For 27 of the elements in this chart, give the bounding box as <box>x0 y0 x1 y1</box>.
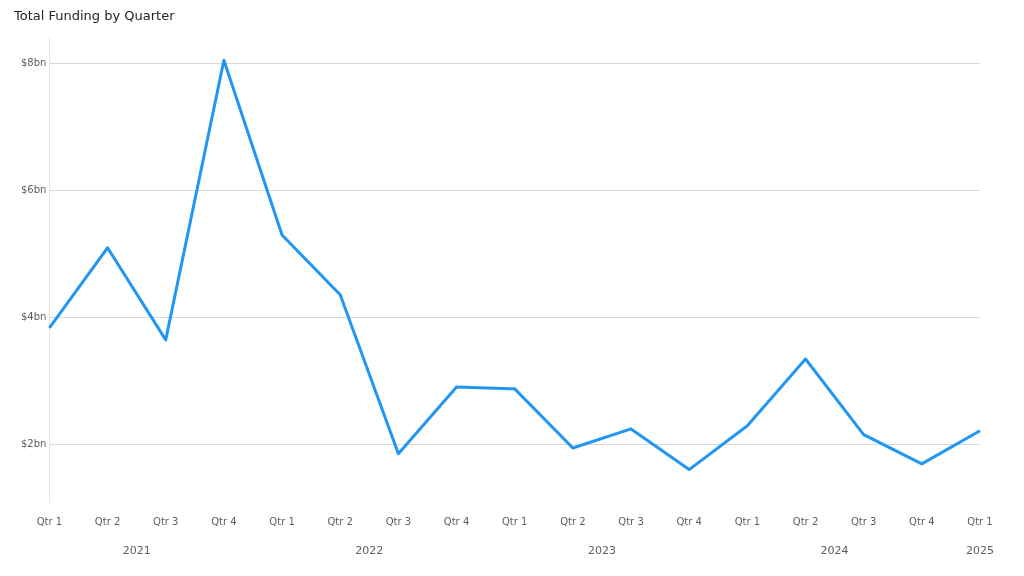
x-tick-label: Qtr 2 <box>792 515 819 527</box>
x-tick-label: Qtr 1 <box>501 515 528 527</box>
x-tick-label: Qtr 2 <box>327 515 353 527</box>
text: 2025 <box>966 544 994 558</box>
x-tick-label: Qtr 1 <box>269 515 295 527</box>
text: 2021 <box>122 544 151 558</box>
x-tick-label: Qtr 3 <box>850 515 877 527</box>
x-tick-label: Qtr 1 <box>967 515 993 527</box>
x-tick-label: Qtr 4 <box>676 515 702 527</box>
x-tick-label: Qtr 1 <box>734 515 761 527</box>
y-tick-label: $8bn <box>20 57 47 69</box>
y-tick-label: $4bn <box>20 311 47 323</box>
text: 2022 <box>355 544 384 558</box>
y-tick-label: $6bn <box>20 184 47 196</box>
chart-title: Total Funding by Quarter <box>13 8 176 25</box>
x-tick-label: Qtr 4 <box>443 515 470 527</box>
x-tick-label: Qtr 3 <box>385 515 412 527</box>
x-tick-label: Qtr 1 <box>36 515 63 527</box>
x-tick-label: Qtr 2 <box>94 515 121 527</box>
text: 2023 <box>587 544 616 558</box>
y-tick-label: $2bn <box>20 438 47 450</box>
x-tick-label: Qtr 3 <box>153 515 179 527</box>
x-tick-label: Qtr 3 <box>618 515 644 527</box>
x-tick-label: Qtr 4 <box>909 515 935 527</box>
text: 2024 <box>820 544 849 558</box>
x-tick-label: Qtr 2 <box>560 515 586 527</box>
x-tick-label: Qtr 4 <box>211 515 237 527</box>
